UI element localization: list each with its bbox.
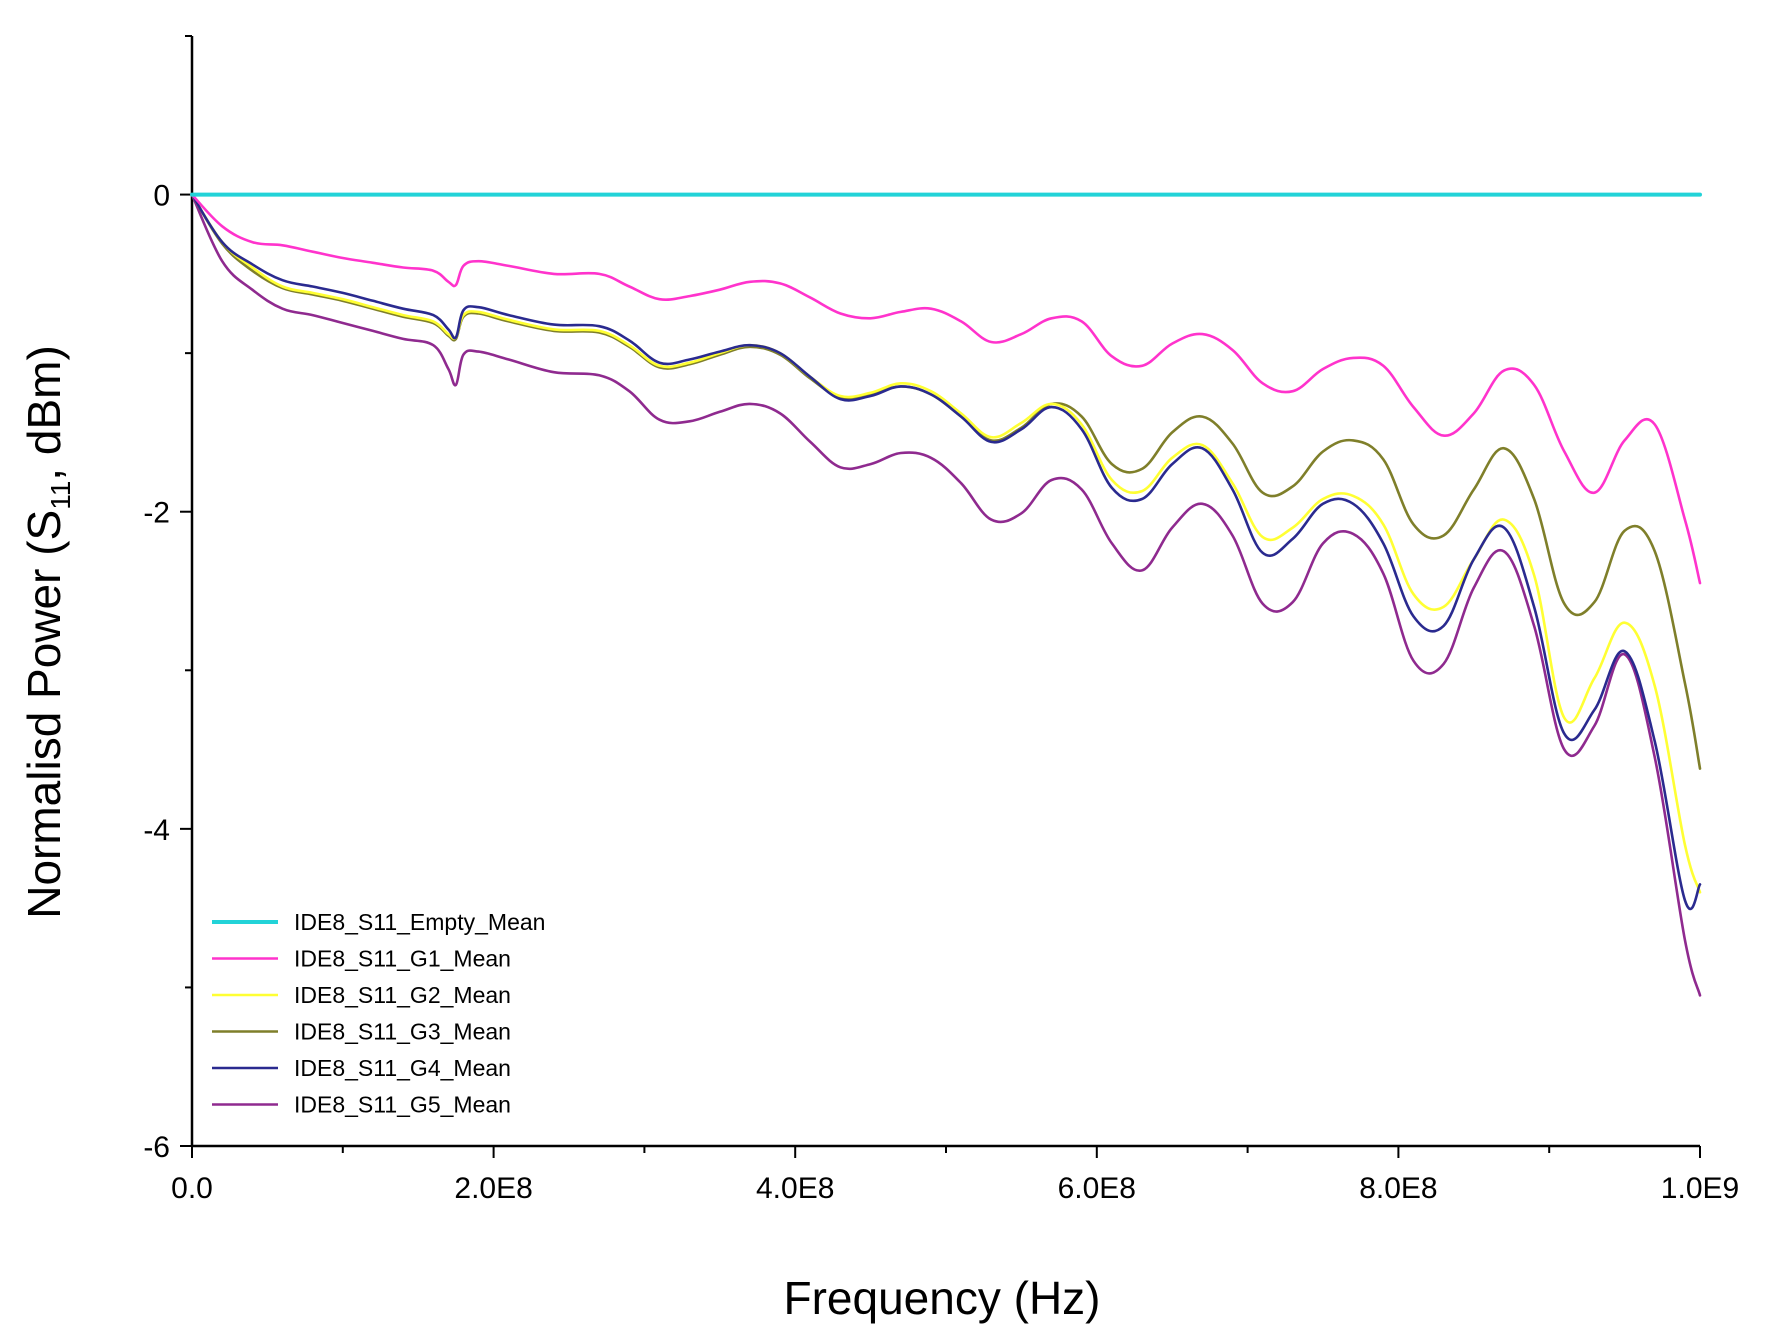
axes <box>180 35 1701 1158</box>
legend-label: IDE8_S11_G4_Mean <box>294 1055 511 1081</box>
x-tick-label: 4.0E8 <box>756 1172 834 1205</box>
y-axis-title: Normalisd Power (S11, dBm) <box>18 345 76 919</box>
x-tick-label: 1.0E9 <box>1661 1172 1739 1205</box>
series-line-ide8-s11-g1-mean <box>190 193 1702 585</box>
y-tick-label: 0 <box>153 180 170 213</box>
series-line-ide8-s11-g3-mean <box>190 193 1702 770</box>
x-tick-label: 0.0 <box>171 1172 213 1205</box>
y-axis-title-prefix: Normalisd Power (S <box>18 510 70 919</box>
y-axis-title-subscript: 11 <box>45 481 76 510</box>
legend-label: IDE8_S11_G3_Mean <box>294 1019 511 1045</box>
legend-label: IDE8_S11_G5_Mean <box>294 1092 511 1118</box>
y-tick-label: -4 <box>143 814 170 847</box>
series-line-ide8-s11-g2-mean <box>190 193 1702 894</box>
legend-label: IDE8_S11_Empty_Mean <box>294 909 545 935</box>
tick-labels: -6 -4 -2 0 0.0 2.0E8 4.0E8 6.0E8 8.0E8 1.0E9 <box>143 180 1739 1205</box>
x-tick-label: 6.0E8 <box>1058 1172 1136 1205</box>
x-tick-label: 8.0E8 <box>1359 1172 1437 1205</box>
y-axis-title-suffix: , dBm) <box>18 345 70 480</box>
series-line-ide8-s11-g4-mean <box>190 193 1702 911</box>
series-line-ide8-s11-g5-mean <box>190 193 1702 997</box>
x-axis-title: Frequency (Hz) <box>784 1272 1101 1324</box>
legend-label: IDE8_S11_G2_Mean <box>294 982 511 1008</box>
x-tick-label: 2.0E8 <box>454 1172 532 1205</box>
series-layer <box>190 192 1702 997</box>
y-tick-label: -2 <box>143 497 170 530</box>
y-tick-label: -6 <box>143 1131 170 1164</box>
legend: IDE8_S11_Empty_Mean IDE8_S11_G1_Mean IDE8_… <box>212 909 545 1118</box>
legend-label: IDE8_S11_G1_Mean <box>294 946 511 972</box>
